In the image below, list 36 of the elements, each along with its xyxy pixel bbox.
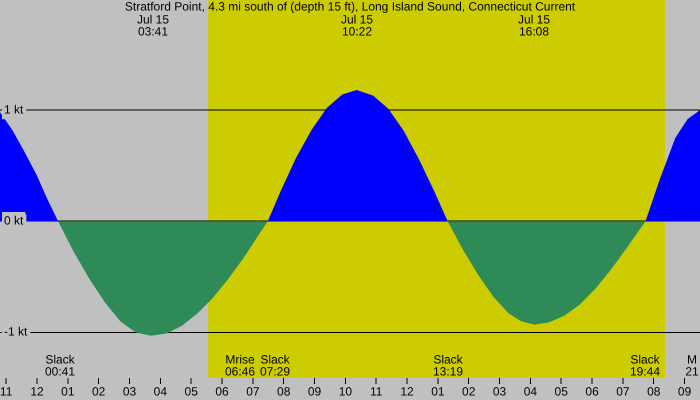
x-tick-label: 06: [215, 384, 230, 399]
annotation: Slack 00:41: [44, 352, 76, 378]
x-tick-label: 07: [246, 384, 260, 399]
x-tick-label: 06: [585, 384, 600, 399]
x-tick-label: 03: [122, 384, 137, 399]
x-tick-label: 08: [647, 384, 661, 399]
x-tick-label: 12: [400, 384, 414, 399]
annotation: Mrise 06:46: [224, 352, 256, 378]
x-tick-label: 10: [338, 384, 352, 399]
x-tick-label: 08: [277, 384, 291, 399]
x-tick-label: 11: [370, 384, 383, 399]
x-tick-label: 02: [462, 384, 476, 399]
x-tick-label: 09: [308, 384, 322, 399]
annotation: M 21: [685, 352, 699, 378]
x-tick-label: 02: [92, 384, 106, 399]
x-tick-label: 11: [0, 384, 13, 399]
x-tick-label: 05: [184, 384, 198, 399]
x-tick-label: 07: [616, 384, 630, 399]
x-tick-label: 01: [61, 384, 75, 399]
annotation: Slack 07:29: [260, 352, 291, 378]
x-tick-label: 05: [554, 384, 568, 399]
x-tick-label: 04: [524, 384, 538, 399]
annotation: Jul 15 10:22: [340, 12, 374, 38]
annotation: Slack 13:19: [432, 352, 464, 378]
y-tick-label: 1 kt: [4, 102, 24, 116]
x-tick-label: 12: [30, 384, 44, 399]
x-tick-label: 01: [431, 384, 445, 399]
annotation: Slack 19:44: [630, 352, 661, 378]
x-tick-label: 03: [492, 384, 507, 399]
x-tick-label: 09: [678, 384, 692, 399]
y-tick-label: -1 kt: [4, 324, 28, 339]
y-tick-label: 0 kt: [4, 214, 24, 228]
x-tick-label: 04: [154, 384, 168, 399]
chart-title: Stratford Point, 4.3 mi south of (depth 15 ft), Long Island Sound, Connecticut Current: [124, 0, 576, 14]
annotation: Jul 15 03:41: [136, 12, 170, 38]
annotation: Jul 15 16:08: [518, 12, 550, 38]
